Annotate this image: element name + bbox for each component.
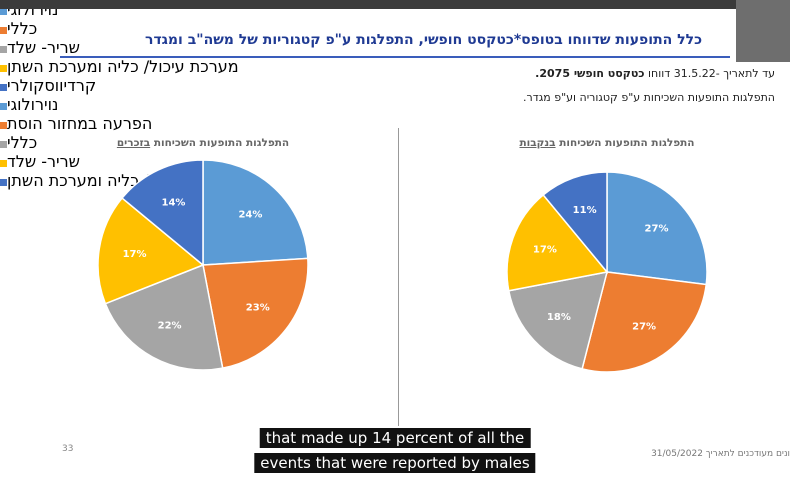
value-label: 23% — [246, 302, 270, 313]
value-label: 14% — [162, 197, 186, 208]
pie-slice — [507, 271, 609, 370]
text-line: עד לתאריך -31.5.22 דווחו כטקסט חופשי 207… — [535, 67, 775, 80]
slide-title: כלל התופעות שדווחו בטופס*כטקסט חופשי, הת… — [145, 32, 702, 48]
title-text: התפלגות התופעות השכיחות — [153, 137, 290, 149]
legend-swatch — [0, 46, 7, 53]
legend-swatch — [0, 122, 7, 129]
pie-slice — [202, 159, 309, 266]
title-emphasis: בזכרים — [116, 137, 151, 149]
value-label: 11% — [573, 205, 597, 216]
legend-swatch — [0, 8, 7, 15]
legend-item: קרדיווסקולרי — [0, 76, 790, 95]
legend-item: שריר- שלד — [0, 152, 790, 171]
caption: events that were reported by males — [254, 453, 536, 473]
page-number: 33 — [62, 444, 74, 454]
title-rule — [60, 56, 730, 58]
chart-title: התפלגות התופעות השכיחות בנקבות — [457, 137, 757, 149]
legend-swatch — [0, 65, 7, 72]
pie-slice — [506, 193, 609, 292]
text-bold: כטקסט חופשי 2075. — [535, 67, 645, 80]
pie-slice — [104, 263, 224, 371]
legend-item: כללי — [0, 19, 790, 38]
pie-slice — [121, 159, 204, 267]
legend-label: כללי — [7, 19, 38, 38]
legend-item: נוירולוגי — [0, 95, 790, 114]
pie-slice — [202, 257, 309, 370]
legend-item: שריר- שלד — [0, 38, 790, 57]
legend-item: כללי — [0, 133, 790, 152]
pie-slice — [542, 171, 608, 275]
text-line: התפלגות התופעות השכיחות ע"פ קטגוריה וע"פ… — [522, 91, 775, 104]
legend-swatch — [0, 141, 7, 148]
caption: that made up 14 percent of all the — [259, 428, 531, 448]
text: עד לתאריך -31.5.22 דווחו — [648, 67, 775, 80]
legend-label: כללי — [7, 133, 38, 152]
value-label: 18% — [547, 312, 571, 323]
top-bar — [0, 0, 790, 9]
legend-swatch — [0, 27, 7, 34]
legend-label: שריר- שלד — [7, 152, 80, 171]
pie-slice — [581, 271, 708, 373]
legend-item: מערכת עיכול/ כליה ומערכת השתן — [0, 57, 790, 76]
pie-slice — [97, 197, 205, 305]
value-label: 17% — [533, 245, 557, 256]
legend-item: הפרעה במחזור הוסת — [0, 114, 790, 133]
legend-swatch — [0, 84, 7, 91]
title-text: התפלגות התופעות השכיחות — [559, 137, 695, 149]
legend-label: נוירולוגי — [7, 95, 59, 114]
legend-swatch — [0, 103, 7, 110]
footer: ונים מעודכנים לתאריך 31/05/2022 — [651, 449, 790, 459]
legend-swatch — [0, 160, 7, 167]
value-label: 22% — [158, 321, 182, 332]
pie-slice — [606, 171, 708, 286]
chart-title: התפלגות התופעות השכיחות בזכרים — [53, 137, 353, 149]
value-label: 17% — [123, 249, 147, 260]
legend-label: שריר- שלד — [7, 38, 80, 57]
value-label: 27% — [645, 223, 669, 234]
legend-label: מערכת עיכול/ כליה ומערכת השתן — [7, 57, 239, 76]
legend-label: קרדיווסקולרי — [7, 76, 97, 95]
legend-label: הפרעה במחזור הוסת — [7, 114, 153, 133]
legend-swatch — [0, 179, 7, 186]
webcam — [736, 0, 790, 62]
value-label: 27% — [632, 322, 656, 333]
value-label: 24% — [238, 209, 262, 220]
divider — [398, 128, 399, 426]
title-emphasis: בנקבות — [519, 137, 556, 149]
